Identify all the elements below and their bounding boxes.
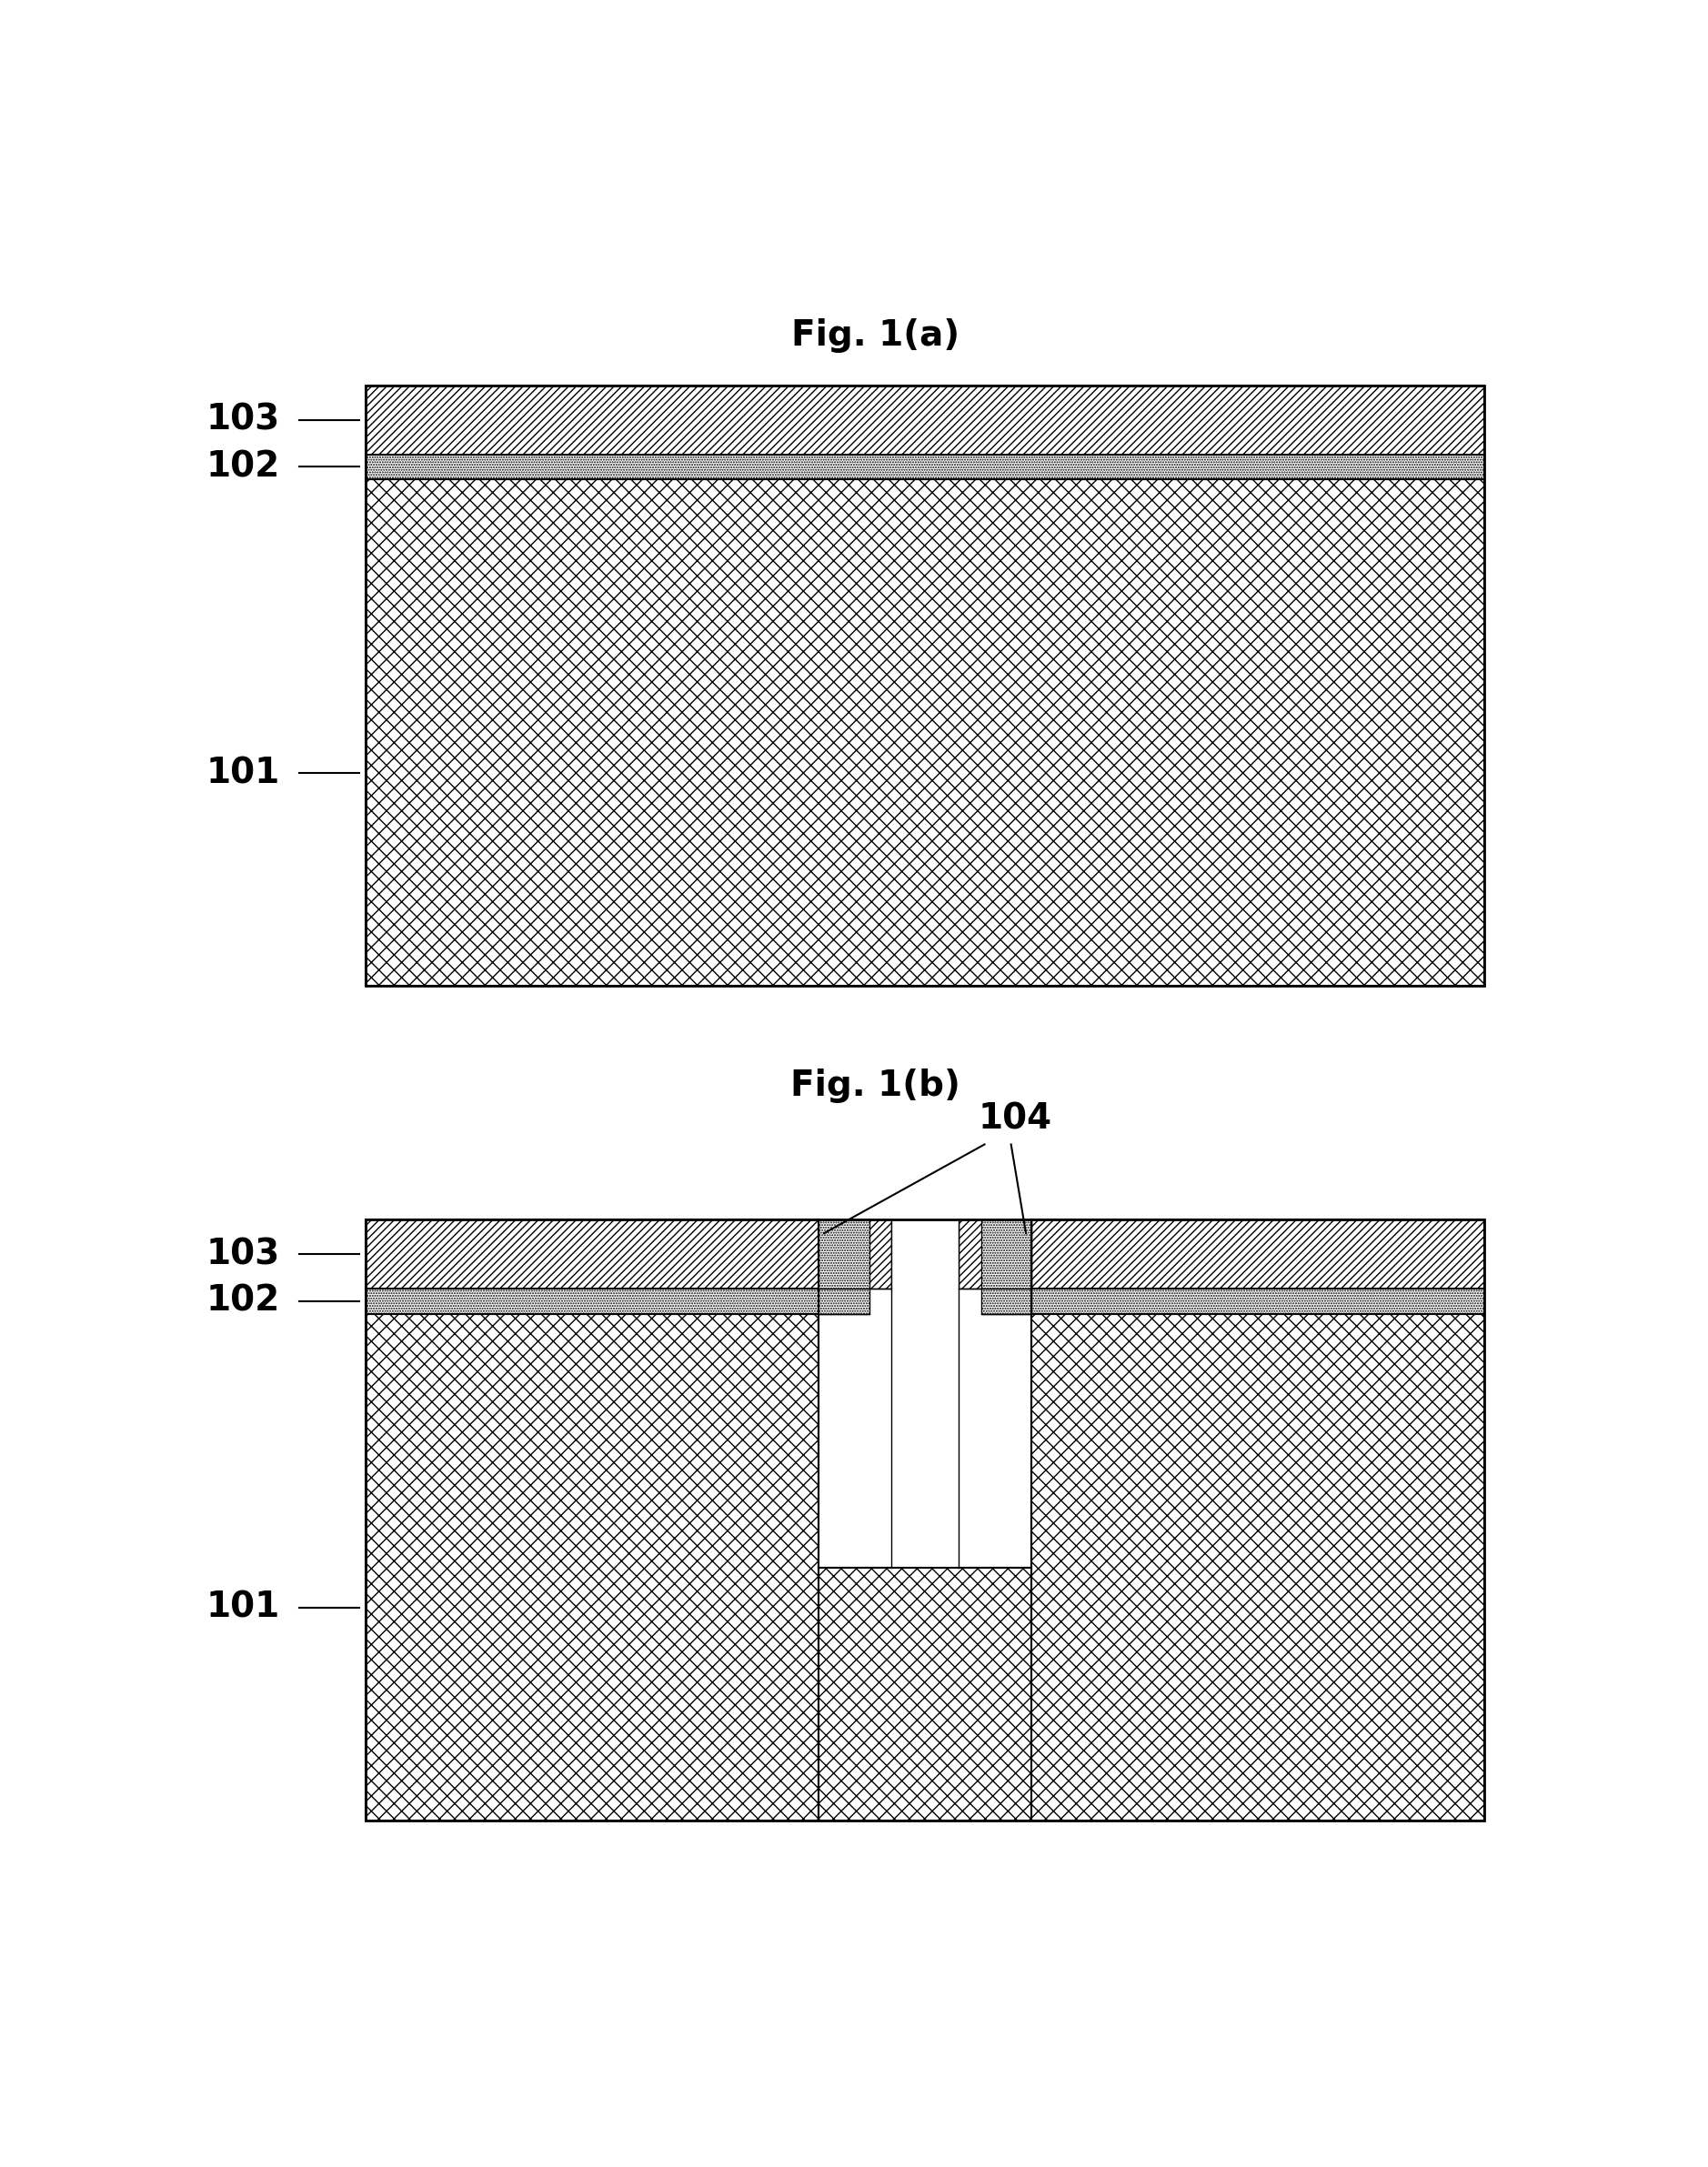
Bar: [958, 1220, 1032, 1289]
Bar: [818, 1569, 1032, 1820]
Bar: [366, 1220, 818, 1289]
Text: 103: 103: [205, 1237, 280, 1272]
Bar: [366, 479, 1484, 986]
Text: 102: 102: [205, 1283, 280, 1318]
Bar: [818, 1220, 869, 1313]
Bar: [366, 386, 1484, 986]
Bar: [1032, 1220, 1484, 1289]
Text: Fig. 1(a): Fig. 1(a): [791, 319, 960, 353]
Bar: [366, 455, 1484, 479]
Bar: [1032, 1289, 1484, 1313]
Bar: [892, 1220, 958, 1569]
Bar: [366, 386, 1484, 455]
Bar: [366, 1313, 818, 1820]
Bar: [366, 1220, 1484, 1820]
Text: Fig. 1(b): Fig. 1(b): [791, 1068, 960, 1103]
Text: 101: 101: [205, 756, 280, 791]
Bar: [1032, 1313, 1484, 1820]
Bar: [818, 1220, 892, 1289]
Text: 102: 102: [205, 449, 280, 483]
Text: 103: 103: [205, 403, 280, 438]
Text: 101: 101: [205, 1591, 280, 1625]
Text: 104: 104: [979, 1101, 1052, 1136]
Bar: [366, 1289, 818, 1313]
Bar: [980, 1220, 1032, 1313]
